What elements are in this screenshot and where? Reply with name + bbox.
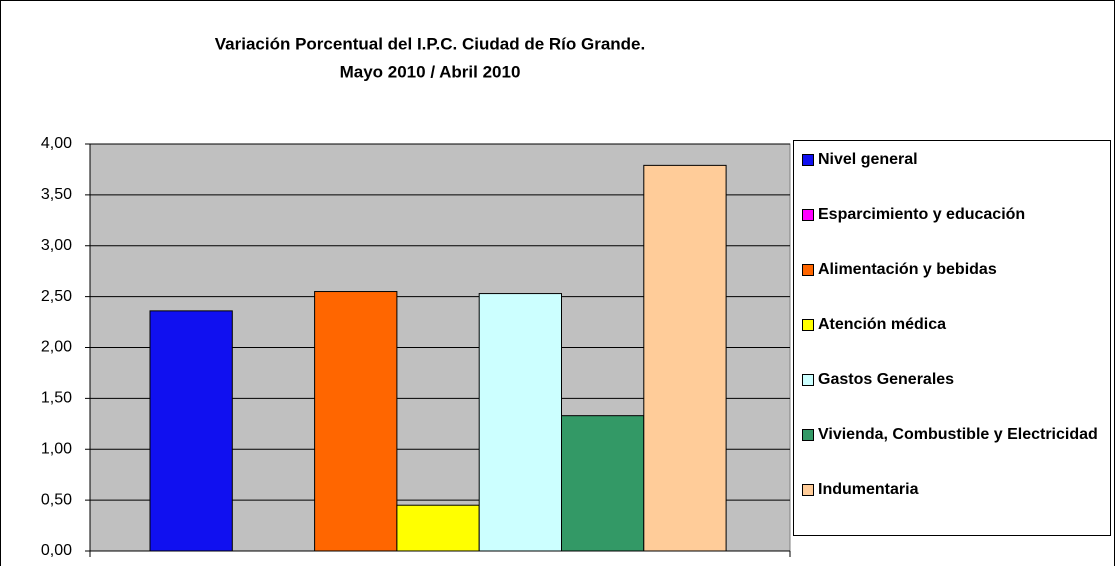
legend-item: Alimentación y bebidas [802,259,1110,314]
y-tick-label: 1,50 [41,390,72,407]
legend-item: Esparcimiento y educación [802,204,1110,259]
legend-item: Gastos Generales [802,369,1110,424]
y-tick-label: 1,00 [41,440,72,457]
legend-swatch [802,264,814,276]
legend-swatch [802,484,814,496]
y-tick-label: 2,50 [41,288,72,305]
legend-item: Nivel general [802,149,1110,204]
chart-subtitle: Mayo 2010 / Abril 2010 [340,62,521,81]
legend-label: Gastos Generales [818,371,955,388]
y-tick-label: 0,00 [41,542,72,559]
bar [478,293,563,552]
bar [314,291,398,552]
legend-swatch [802,319,814,331]
y-tick-label: 3,00 [41,237,72,254]
bar [561,415,645,552]
legend-swatch [802,374,814,386]
bar [643,164,727,552]
y-tick-label: 3,50 [41,186,72,203]
y-tick-label: 2,00 [41,339,72,356]
y-tick-label: 0,50 [41,491,72,508]
legend-label: Alimentación y bebidas [818,261,997,278]
legend-item: Vivienda, Combustible y Electricidad [802,424,1110,479]
y-tick-label: 4,00 [41,135,72,152]
legend-label: Nivel general [818,151,918,168]
legend-label: Esparcimiento y educación [818,206,1026,223]
legend-swatch [802,209,814,221]
legend-label: Vivienda, Combustible y Electricidad [818,426,1098,443]
bar [396,504,480,552]
legend-swatch [802,429,814,441]
legend-item: Indumentaria [802,479,1110,534]
legend-item: Atención médica [802,314,1110,369]
legend-label: Indumentaria [818,481,919,498]
bar [149,310,233,552]
legend-swatch [802,154,814,166]
chart-title: Variación Porcentual del I.P.C. Ciudad d… [215,34,645,53]
legend-label: Atención médica [818,316,947,333]
legend: Nivel general Esparcimiento y educación Al… [793,140,1111,536]
